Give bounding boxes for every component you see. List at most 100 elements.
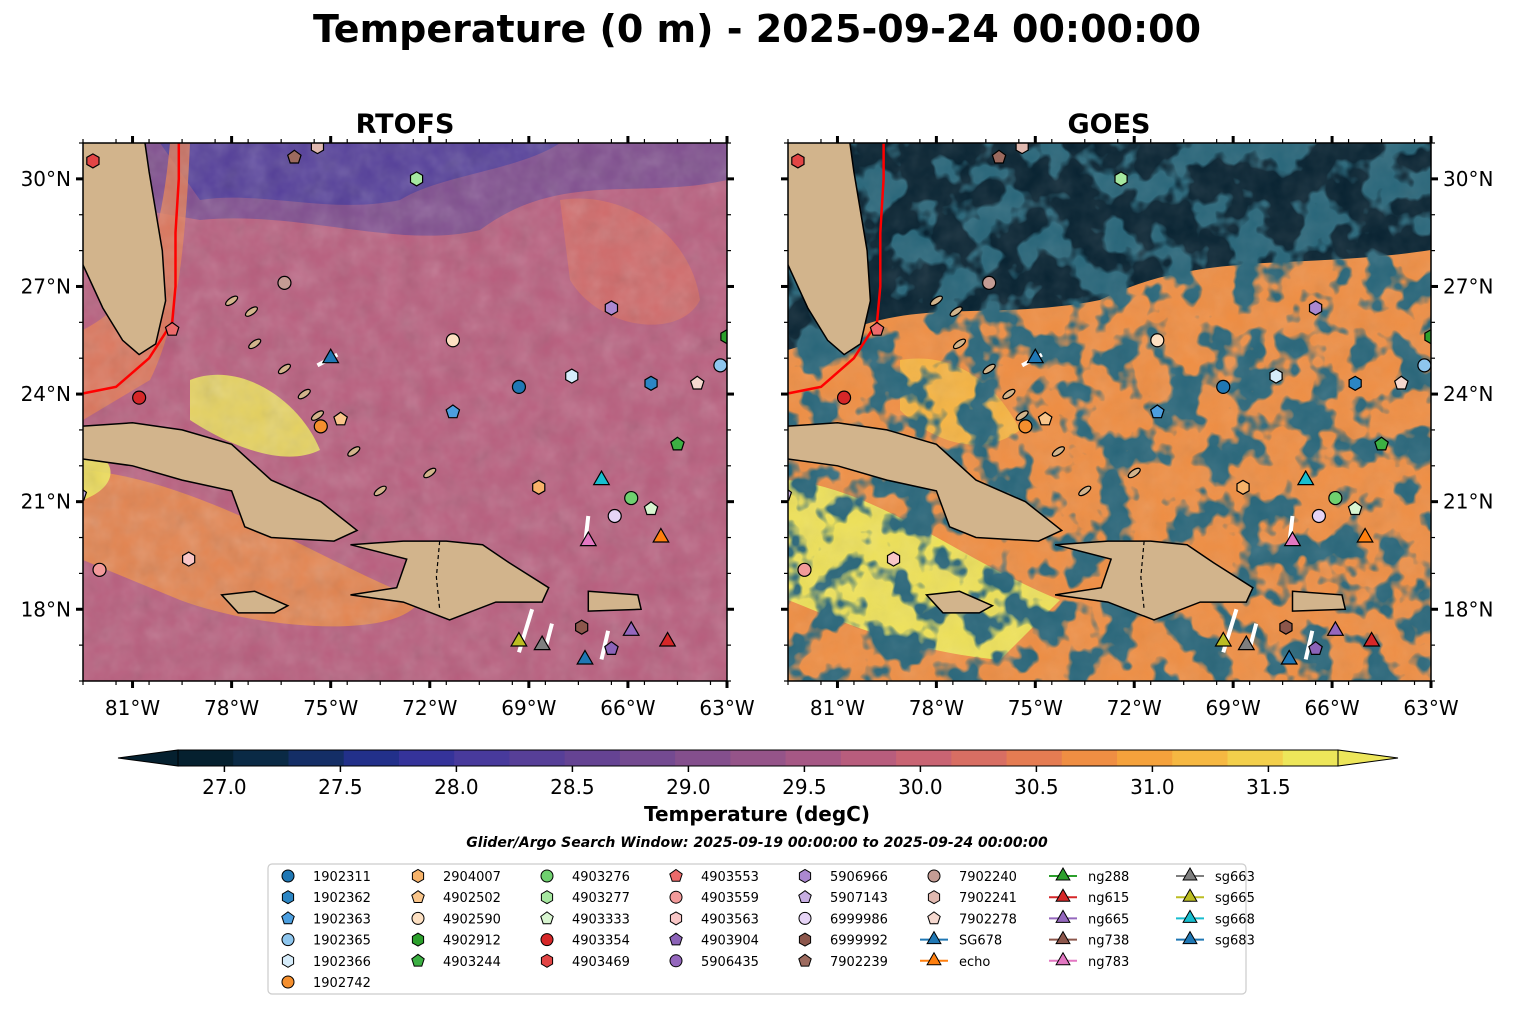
- x-tick-label: 66°W: [600, 696, 655, 720]
- marker-4903904: [604, 640, 619, 656]
- x-tick-label: 75°W: [303, 696, 358, 720]
- legend-marker-ng783: [1055, 951, 1071, 966]
- legend-label-sg663: sg663: [1215, 870, 1255, 885]
- colorbar-segment: [1172, 750, 1229, 766]
- legend-marker-1902311: [281, 869, 295, 883]
- legend-label-1902366: 1902366: [313, 955, 371, 970]
- legend-label-SG678: SG678: [959, 934, 1002, 949]
- marker-4902912: [720, 329, 727, 345]
- border-haiti-dr: [1140, 541, 1145, 610]
- marker-7902278: [1393, 375, 1409, 390]
- legend-marker-1902742: [281, 975, 295, 989]
- marker-4903333: [643, 501, 659, 516]
- glider-ng615: [1362, 631, 1381, 647]
- colorbar: 27.0 27.5 28.0 28.5 29.0 29.5 30.0 30.5 31.0 31.5: [117, 749, 1399, 799]
- marker-6999986: [1311, 508, 1326, 524]
- legend-label-7902240: 7902240: [959, 870, 1017, 885]
- marker-4902502: [333, 411, 349, 426]
- glider-ng783: [1283, 530, 1302, 547]
- glider-sg683: [1280, 649, 1299, 665]
- glider-echo: [1356, 527, 1374, 543]
- legend-label-ng783: ng783: [1088, 955, 1129, 970]
- legend-marker-5907143: [798, 890, 812, 903]
- marker-4902590: [445, 333, 460, 348]
- legend-marker-ng738: [1055, 930, 1071, 945]
- colorbar-segment: [896, 750, 952, 766]
- island-bahamas: [225, 295, 239, 307]
- colorbar-extend-low: [117, 749, 179, 767]
- glider-ng288: [985, 123, 1001, 137]
- colorbar-tick-label: 29.5: [782, 775, 827, 799]
- land-florida: [788, 143, 872, 356]
- x-tick-label: 72°W: [1107, 696, 1162, 720]
- marker-6999992: [574, 619, 589, 635]
- island-bahamas: [248, 338, 262, 350]
- y-tick-label: 30°N: [21, 167, 71, 191]
- marker-7902278: [689, 375, 705, 390]
- legend-marker-5906435: [669, 954, 683, 968]
- legend-label-ng615: ng615: [1088, 891, 1129, 906]
- border-haiti-dr: [435, 541, 441, 610]
- glider-sg663: [1237, 634, 1256, 651]
- contour-red: [83, 143, 181, 395]
- legend-marker-7902278: [927, 911, 941, 925]
- colorbar-segment: [509, 750, 566, 766]
- legend-marker-7902241: [927, 890, 941, 905]
- marker-4903563: [886, 551, 901, 567]
- colorbar-tick-label: 28.0: [434, 775, 479, 799]
- legend-label-1902311: 1902311: [313, 870, 371, 885]
- legend-label-4903469: 4903469: [572, 955, 630, 970]
- island-bahamas: [1127, 467, 1141, 479]
- legend-label-sg668: sg668: [1215, 912, 1255, 927]
- legend-label-echo: echo: [959, 955, 990, 970]
- glider-sg665: [1214, 631, 1233, 647]
- x-tick-label: 78°W: [909, 696, 964, 720]
- land-cuba: [83, 422, 359, 542]
- colorbar-segment: [840, 750, 897, 766]
- marker-6999986: [607, 508, 622, 524]
- x-tick-label: 72°W: [402, 696, 457, 720]
- colorbar-tick-label: 28.5: [550, 775, 595, 799]
- marker-4903354: [132, 390, 147, 405]
- y-tick-label: 21°N: [21, 490, 71, 514]
- marker-1902311: [511, 379, 527, 394]
- legend-label-5907143: 5907143: [830, 891, 888, 906]
- search-window-caption: Glider/Argo Search Window: 2025-09-19 00…: [466, 835, 1048, 851]
- colorbar-segment: [288, 750, 345, 766]
- marker-4903469: [791, 153, 805, 169]
- glider-sg683: [576, 649, 594, 665]
- legend-label-5906435: 5906435: [701, 955, 759, 970]
- island-bahamas: [1015, 410, 1029, 421]
- legend-marker-4903277: [540, 890, 554, 905]
- legend-marker-6999986: [798, 911, 812, 925]
- legend-label-4902590: 4902590: [443, 912, 501, 927]
- marker-4903904: [1308, 640, 1323, 656]
- legend-marker-4903469: [540, 953, 554, 968]
- legend-label-sg683: sg683: [1215, 934, 1255, 949]
- legend-marker-ng288: [1055, 866, 1071, 881]
- marker-4903563: [182, 551, 196, 567]
- marker-7902239: [991, 149, 1007, 164]
- legend-label-1902365: 1902365: [313, 934, 371, 949]
- marker-4903559: [92, 562, 107, 577]
- glider-ng288: [280, 123, 296, 137]
- legend-label-4903904: 4903904: [701, 934, 759, 949]
- land-jamaica: [220, 590, 290, 614]
- legend-marker-5906966: [798, 868, 812, 884]
- legend-marker-sg665: [1182, 888, 1198, 902]
- marker-1902362: [1348, 375, 1362, 391]
- marker-1902366: [1269, 368, 1283, 384]
- island-bahamas: [347, 446, 361, 457]
- land-goes: [788, 143, 1347, 621]
- island-bahamas: [949, 306, 963, 317]
- legend-marker-1902363: [281, 911, 295, 925]
- marker-4903469: [86, 153, 100, 169]
- glider-ng738: [820, 120, 836, 134]
- legend-marker-4902502: [411, 890, 425, 903]
- island-bahamas: [1002, 388, 1016, 400]
- x-tick-label: 69°W: [1206, 696, 1261, 720]
- marker-4903354: [836, 390, 852, 405]
- island-bahamas: [423, 467, 437, 479]
- colorbar-segment: [233, 750, 290, 766]
